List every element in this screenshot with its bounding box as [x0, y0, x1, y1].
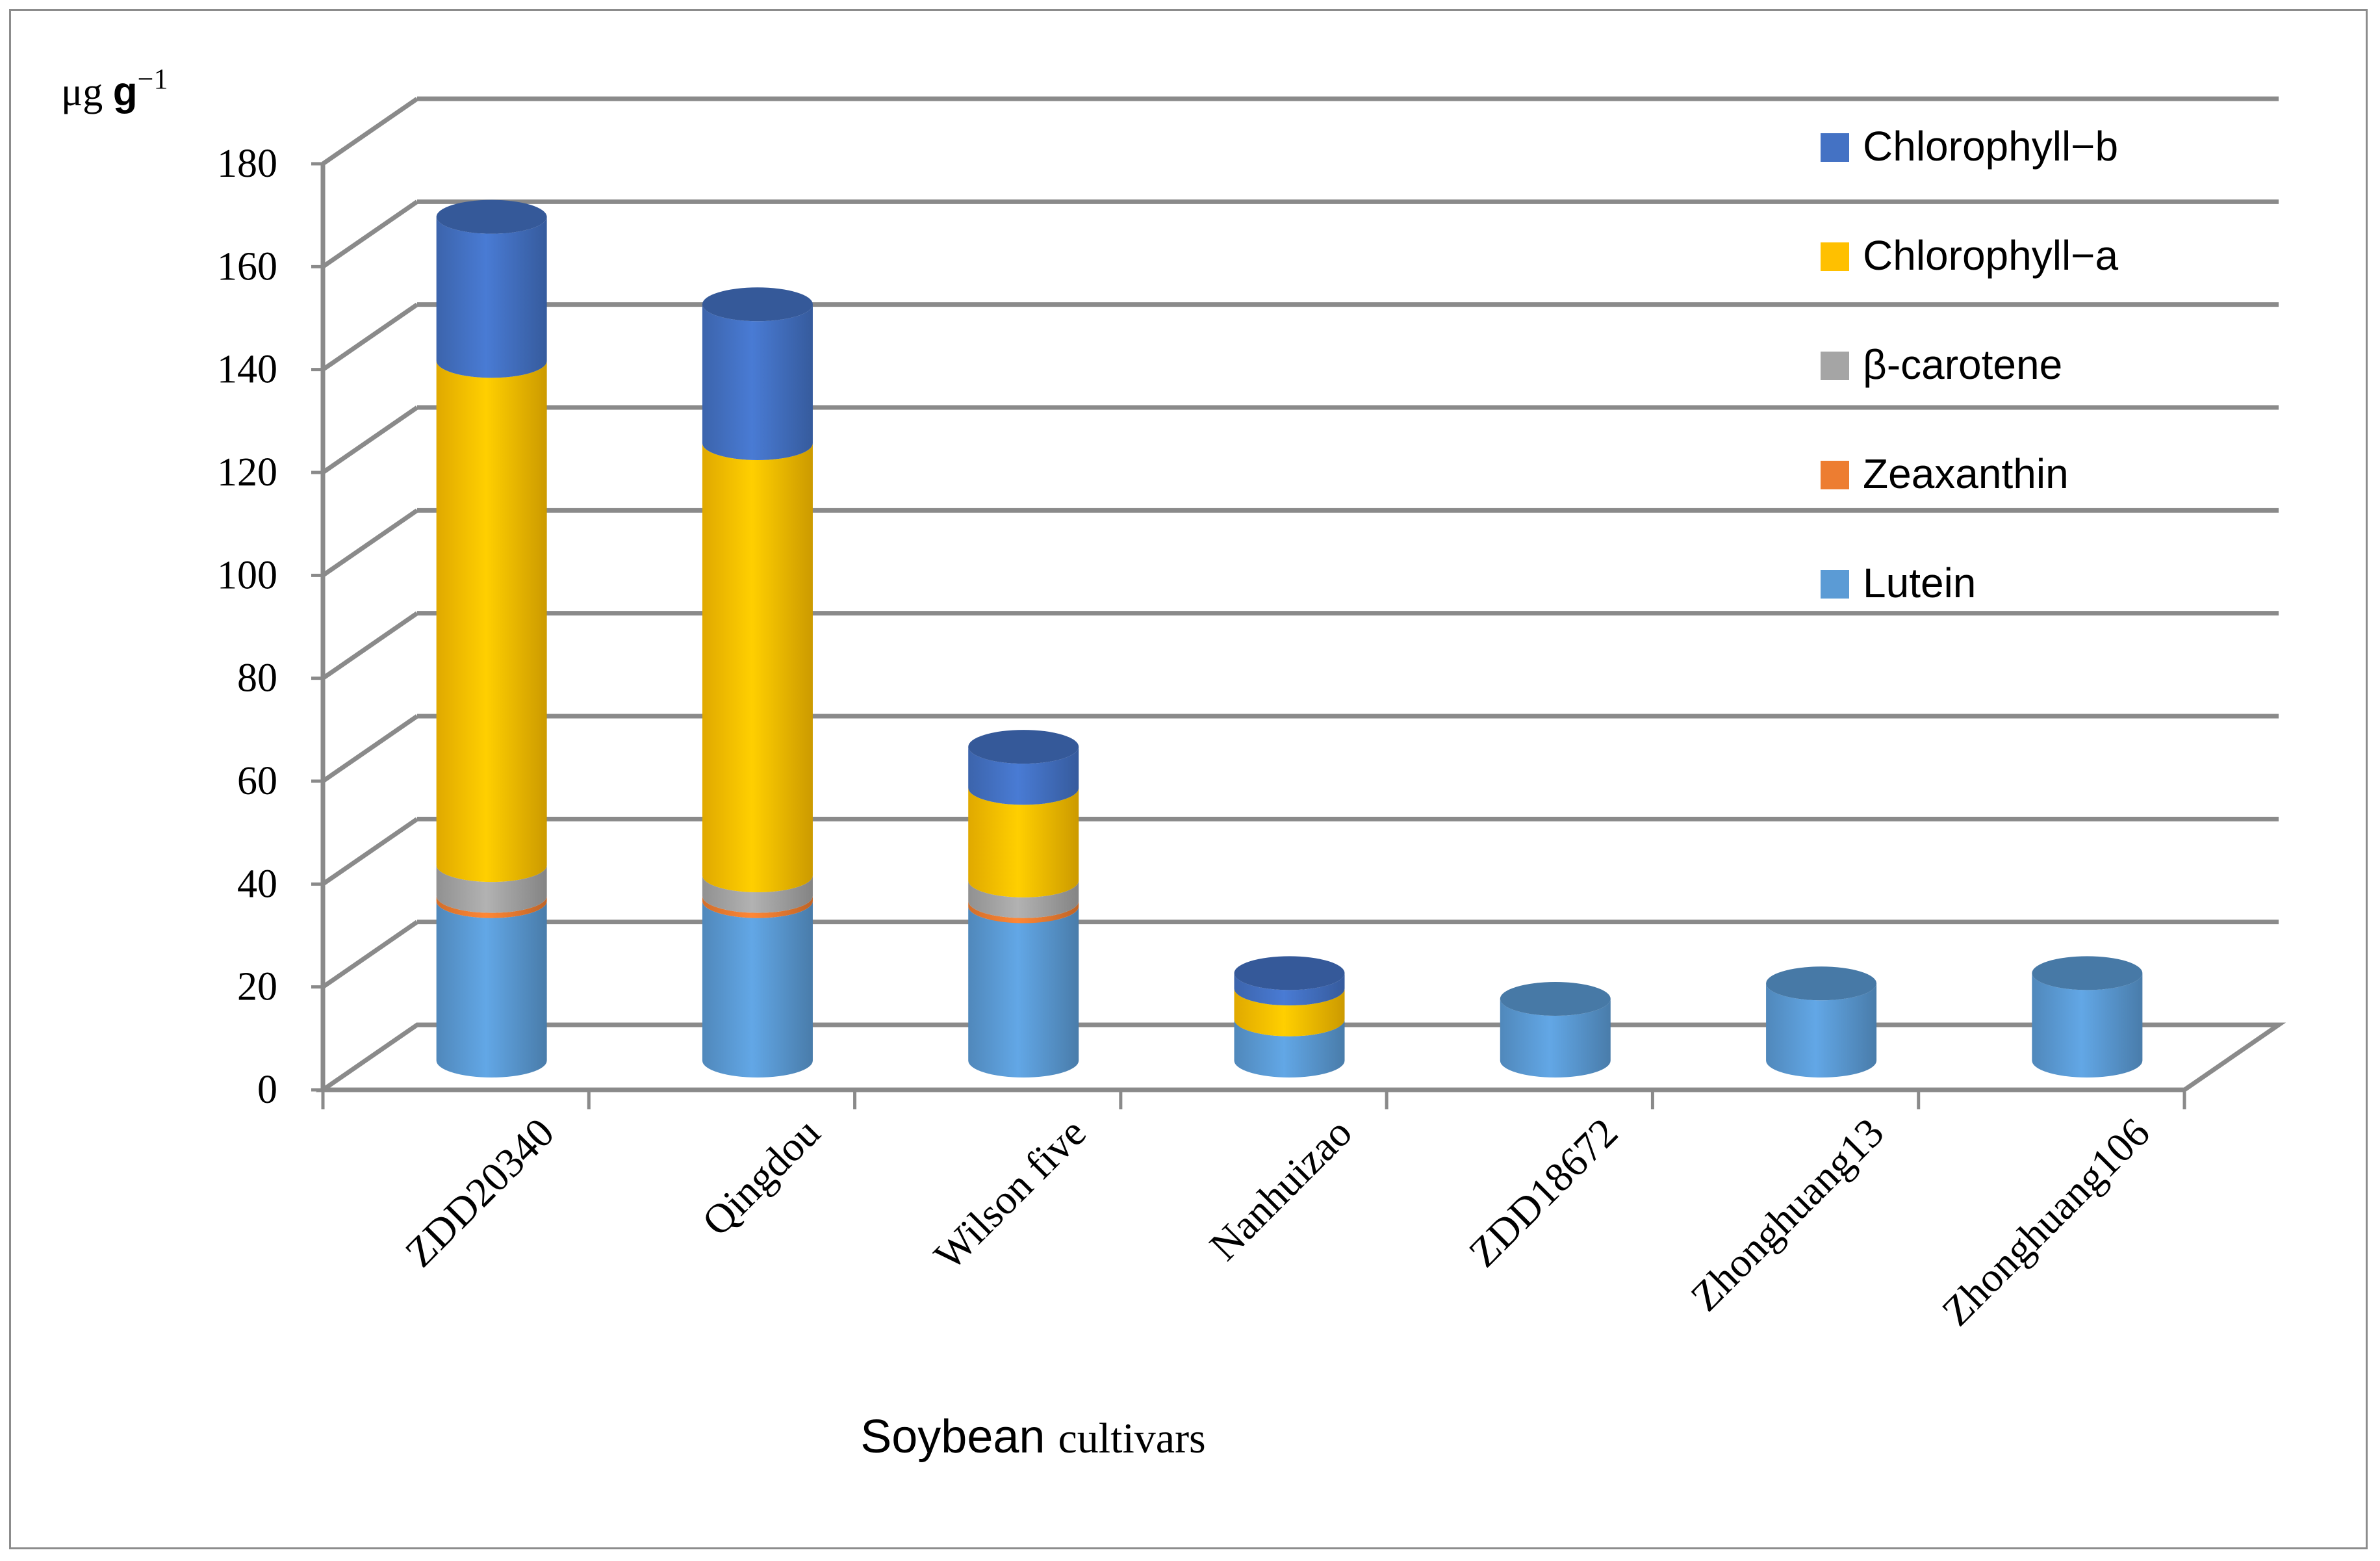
chart-frame: 0 20 40 60 80 100 120 140 160 180 ZDD20340 Qingdou W… — [9, 9, 2368, 1549]
legend-swatch-chlorophyll-b — [1821, 133, 1849, 162]
y-tick-label: 180 — [217, 142, 277, 186]
legend-label-lutein: Lutein — [1863, 560, 1976, 606]
x-tick-label-zhonghuang13: Zhonghuang13 — [1682, 1109, 1892, 1320]
bar-chlorophyll-b-zdd20340 — [436, 216, 547, 378]
bar-chlorophyll-a-wilson-five — [968, 788, 1079, 897]
bar-top-wilson-five — [968, 730, 1079, 764]
bar-chlorophyll-a-qingdou — [702, 443, 813, 892]
bar-top-nanhuizao — [1234, 956, 1345, 990]
bar-top-zdd18672 — [1500, 982, 1611, 1016]
bar-carotene-wilson-five — [968, 880, 1079, 918]
bar-lutein-zhonghuang13 — [1766, 983, 1877, 1077]
bar-lutein-wilson-five — [968, 906, 1079, 1077]
bar-top-zdd20340 — [436, 200, 547, 234]
legend-swatch-carotene — [1821, 352, 1849, 380]
bar-lutein-qingdou — [702, 901, 813, 1077]
gridline-connector — [322, 200, 418, 269]
bar-lutein-zhonghuang106 — [2032, 973, 2143, 1077]
bar-lutein-zdd20340 — [436, 901, 547, 1077]
legend-swatch-chlorophyll-a — [1821, 242, 1849, 271]
bar-zeaxanthin-wilson-five — [968, 901, 1079, 923]
legend-label-chlorophyll-a: Chlorophyll−a — [1863, 232, 2119, 279]
x-tick-label-zdd18672: ZDD18672 — [1460, 1109, 1626, 1276]
legend-swatch-lutein — [1821, 570, 1849, 599]
bar-top-qingdou — [702, 287, 813, 322]
legend-label-zeaxanthin: Zeaxanthin — [1863, 450, 2069, 497]
x-tick-label-zdd20340: ZDD20340 — [396, 1109, 563, 1276]
y-tick-label: 60 — [237, 759, 277, 803]
bar-chlorophyll-b-qingdou — [702, 304, 813, 460]
x-tick-label-qingdou: Qingdou — [693, 1109, 829, 1245]
floor-plane — [315, 1022, 2286, 1092]
gridline-connector — [322, 302, 418, 372]
bar-top-zhonghuang13 — [1766, 966, 1877, 1001]
y-tick-label: 20 — [237, 965, 277, 1009]
x-axis-title: Soybean cultivars — [860, 1411, 1206, 1463]
y-tick-label: 100 — [217, 553, 277, 597]
gridline-connector — [322, 611, 418, 680]
gridline-connector — [322, 817, 418, 886]
gridline-connector — [322, 508, 418, 578]
legend-swatch-zeaxanthin — [1821, 461, 1849, 489]
chart-svg: 0 20 40 60 80 100 120 140 160 180 ZDD20340 Qingdou W… — [61, 63, 2286, 1463]
legend-label-carotene: β-carotene — [1863, 341, 2062, 388]
legend-label-chlorophyll-b: Chlorophyll−b — [1863, 123, 2118, 170]
x-tick-label-zhonghuang106: Zhonghuang106 — [1933, 1109, 2158, 1335]
bar-carotene-zdd20340 — [436, 865, 547, 913]
y-tick-label: 80 — [237, 656, 277, 701]
y-tick-label: 0 — [257, 1068, 277, 1112]
y-tick-label: 160 — [217, 244, 277, 289]
bar-chlorophyll-b-wilson-five — [968, 747, 1079, 805]
x-tick-label-nanhuizao: Nanhuizao — [1201, 1109, 1361, 1269]
bar-chlorophyll-a-zdd20340 — [436, 361, 547, 883]
bars-layer — [436, 200, 2143, 1077]
gridline-connector — [322, 406, 418, 474]
y-tick-label: 140 — [217, 348, 277, 392]
gridline-connector — [322, 714, 418, 783]
y-tick-label: 40 — [237, 862, 277, 906]
bar-chlorophyll-a-nanhuizao — [1234, 988, 1345, 1037]
gridline-connector — [322, 920, 418, 989]
bar-lutein-nanhuizao — [1234, 1019, 1345, 1077]
bar-zeaxanthin-qingdou — [702, 896, 813, 918]
bar-lutein-zdd18672 — [1500, 999, 1611, 1077]
bar-chlorophyll-b-nanhuizao — [1234, 973, 1345, 1006]
label-layer: μg g−1 Soybean cultivars — [61, 63, 1206, 1463]
bar-top-zhonghuang106 — [2032, 956, 2143, 990]
legend: Chlorophyll−b Chlorophyll−a β-carotene Zeax… — [1821, 123, 2119, 606]
x-tick-label-wilson-five: Wilson five — [925, 1109, 1095, 1279]
y-unit-label: μg g−1 — [61, 63, 168, 114]
bar-zeaxanthin-zdd20340 — [436, 896, 547, 918]
gridline-connector — [322, 97, 418, 166]
y-tick-label: 120 — [217, 450, 277, 495]
bar-carotene-qingdou — [702, 875, 813, 913]
